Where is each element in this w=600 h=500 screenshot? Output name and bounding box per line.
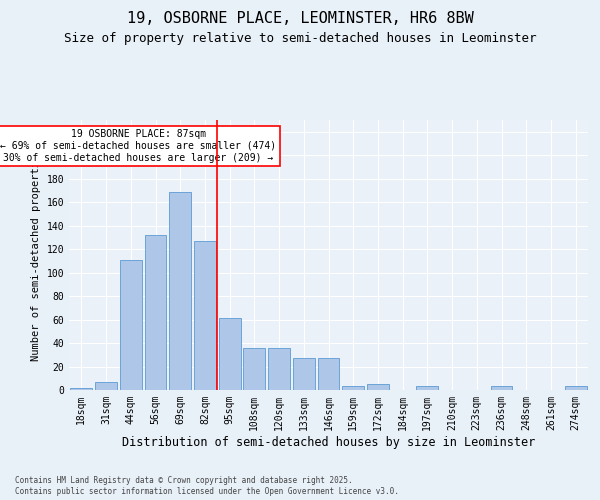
Bar [293,358,314,390]
Bar [145,235,166,390]
Text: Contains public sector information licensed under the Open Government Licence v3: Contains public sector information licen… [15,488,399,496]
Text: Size of property relative to semi-detached houses in Leominster: Size of property relative to semi-detach… [64,32,536,45]
Bar [120,260,142,390]
Text: Contains HM Land Registry data © Crown copyright and database right 2025.: Contains HM Land Registry data © Crown c… [15,476,353,485]
Bar [343,386,364,390]
Bar [244,348,265,390]
Bar [565,386,587,390]
Bar [95,382,117,390]
Bar [317,358,340,390]
Y-axis label: Number of semi-detached properties: Number of semi-detached properties [31,149,41,361]
X-axis label: Distribution of semi-detached houses by size in Leominster: Distribution of semi-detached houses by … [122,436,535,448]
Bar [367,384,389,390]
Text: 19, OSBORNE PLACE, LEOMINSTER, HR6 8BW: 19, OSBORNE PLACE, LEOMINSTER, HR6 8BW [127,11,473,26]
Bar [491,386,512,390]
Bar [70,388,92,390]
Bar [219,318,241,390]
Text: 19 OSBORNE PLACE: 87sqm
← 69% of semi-detached houses are smaller (474)
30% of s: 19 OSBORNE PLACE: 87sqm ← 69% of semi-de… [0,130,276,162]
Bar [416,386,438,390]
Bar [169,192,191,390]
Bar [268,348,290,390]
Bar [194,241,216,390]
